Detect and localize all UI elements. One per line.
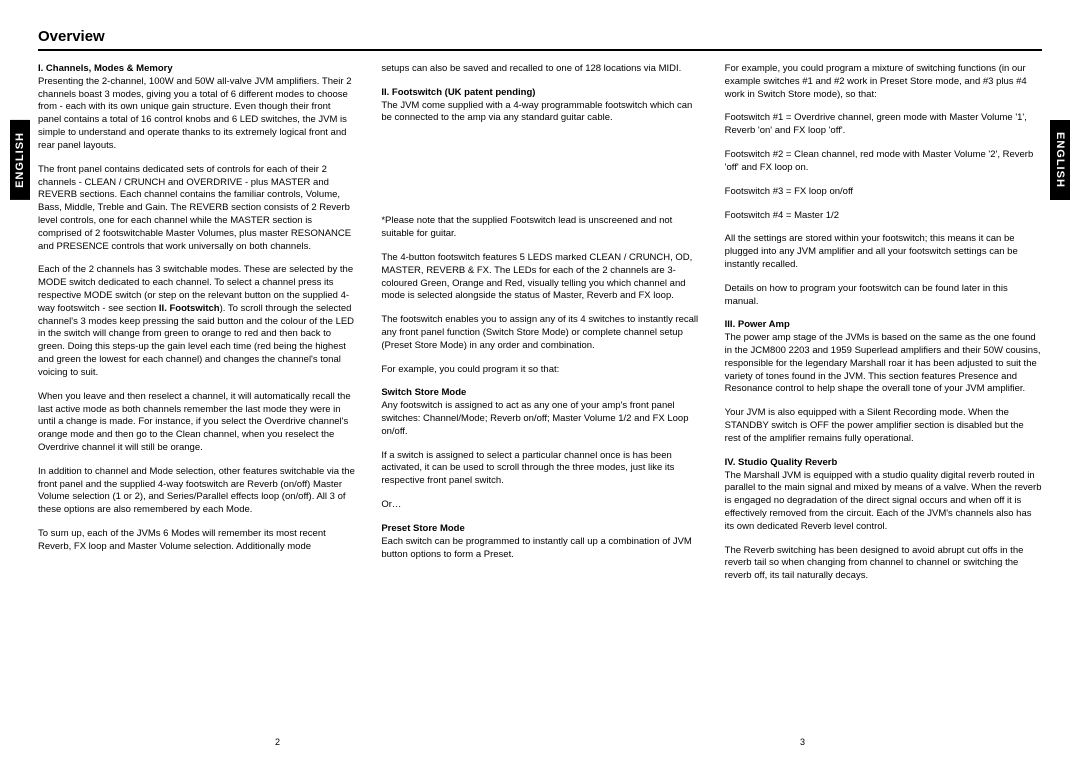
- body-text: All the settings are stored within your …: [725, 233, 1042, 271]
- page-number-left: 2: [275, 737, 280, 747]
- body-text: Footswitch #4 = Master 1/2: [725, 210, 1042, 223]
- body-text: *Please note that the supplied Footswitc…: [381, 215, 698, 241]
- subheading-switch-store: Switch Store Mode: [381, 387, 466, 398]
- body-text: Details on how to program your footswitc…: [725, 283, 1042, 309]
- body-text: In addition to channel and Mode selectio…: [38, 466, 355, 517]
- text-columns: I. Channels, Modes & Memory Presenting t…: [38, 63, 1042, 594]
- body-text: Presenting the 2-channel, 100W and 50W a…: [38, 76, 351, 151]
- subheading-preset-store: Preset Store Mode: [381, 523, 464, 534]
- body-text: Footswitch #3 = FX loop on/off: [725, 186, 1042, 199]
- body-text: When you leave and then reselect a chann…: [38, 391, 355, 455]
- body-text: The Marshall JVM is equipped with a stud…: [725, 470, 1042, 532]
- body-text: Each switch can be programmed to instant…: [381, 536, 692, 560]
- body-text: setups can also be saved and recalled to…: [381, 63, 698, 76]
- body-text: Your JVM is also equipped with a Silent …: [725, 407, 1042, 445]
- language-tab-right: ENGLISH: [1050, 120, 1070, 200]
- body-text: Or…: [381, 499, 698, 512]
- subheading-reverb: IV. Studio Quality Reverb: [725, 457, 838, 468]
- subheading-channels: I. Channels, Modes & Memory: [38, 63, 173, 74]
- body-text: To sum up, each of the JVMs 6 Modes will…: [38, 528, 355, 554]
- body-text: For example, you could program it so tha…: [381, 364, 698, 377]
- body-text: The 4-button footswitch features 5 LEDS …: [381, 252, 698, 303]
- subheading-footswitch: II. Footswitch (UK patent pending): [381, 87, 535, 98]
- body-text: The JVM come supplied with a 4-way progr…: [381, 100, 692, 124]
- body-text: The footswitch enables you to assign any…: [381, 314, 698, 352]
- page-number-right: 3: [800, 737, 805, 747]
- manual-page: ENGLISH ENGLISH Overview I. Channels, Mo…: [0, 0, 1080, 763]
- body-text: The front panel contains dedicated sets …: [38, 164, 355, 254]
- subheading-power-amp: III. Power Amp: [725, 319, 790, 330]
- column-1: I. Channels, Modes & Memory Presenting t…: [38, 63, 355, 594]
- body-text: Footswitch #2 = Clean channel, red mode …: [725, 149, 1042, 175]
- body-text: The Reverb switching has been designed t…: [725, 545, 1042, 583]
- body-text: If a switch is assigned to select a part…: [381, 450, 698, 488]
- body-text: The power amp stage of the JVMs is based…: [725, 332, 1041, 394]
- body-text: Footswitch #1 = Overdrive channel, green…: [725, 112, 1042, 138]
- body-text: Any footswitch is assigned to act as any…: [381, 400, 688, 437]
- language-tab-left: ENGLISH: [10, 120, 30, 200]
- section-heading: Overview: [38, 28, 1042, 51]
- body-text: Each of the 2 channels has 3 switchable …: [38, 264, 355, 379]
- column-3: For example, you could program a mixture…: [725, 63, 1042, 594]
- body-text: For example, you could program a mixture…: [725, 63, 1042, 101]
- column-2: setups can also be saved and recalled to…: [381, 63, 698, 594]
